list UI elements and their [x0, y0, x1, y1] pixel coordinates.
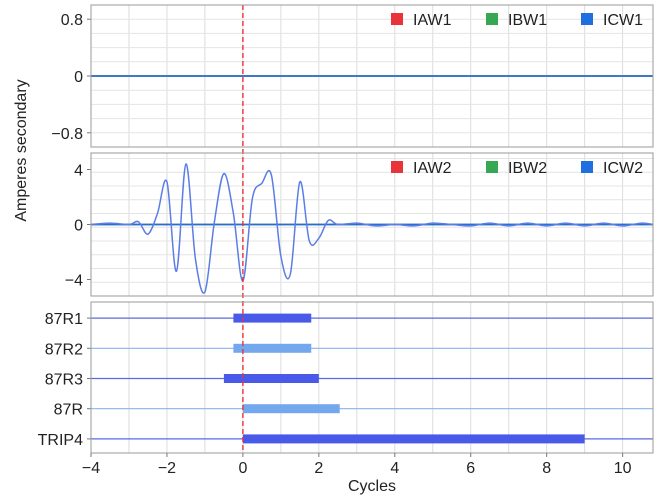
- channel-label-87R2: 87R2: [45, 341, 83, 358]
- x-tick-label: −4: [82, 460, 100, 477]
- legend-label-IAW2: IAW2: [413, 160, 452, 177]
- legend-label-IBW1: IBW1: [508, 12, 547, 29]
- legend-label-IAW1: IAW1: [413, 12, 452, 29]
- digital-frame: [90, 301, 654, 454]
- channel-bar-87R2: [233, 343, 312, 353]
- legend-label-IBW2: IBW2: [508, 160, 547, 177]
- legend-swatch-IBW1: [486, 13, 498, 25]
- x-tick-label: 2: [314, 460, 323, 477]
- x-tick-label: 8: [542, 460, 551, 477]
- legend-swatch-IAW1: [391, 13, 403, 25]
- legend-label-ICW2: ICW2: [603, 160, 643, 177]
- panel2-ytick-label: 4: [74, 163, 83, 180]
- legend-swatch-ICW1: [581, 13, 593, 25]
- panel1-ytick-label: −0.8: [51, 126, 83, 143]
- channel-label-TRIP4: TRIP4: [38, 432, 83, 449]
- channel-label-87R3: 87R3: [45, 372, 83, 389]
- frame-layer: [87, 4, 654, 457]
- panel2-ytick-label: 0: [74, 218, 83, 235]
- legend-label-ICW1: ICW1: [603, 12, 643, 29]
- x-axis-label: Cycles: [348, 478, 396, 495]
- panel2-ytick-label: −4: [65, 273, 83, 290]
- legend-swatch-IAW2: [391, 161, 403, 173]
- x-tick-label: 6: [466, 460, 475, 477]
- waveform-trace: [90, 163, 654, 294]
- channel-bar-TRIP4: [242, 434, 585, 444]
- panel1-ytick-label: 0: [74, 69, 83, 86]
- x-tick-label: 4: [390, 460, 399, 477]
- grid-layer: [90, 5, 653, 453]
- channel-label-87R: 87R: [54, 402, 83, 419]
- channel-bar-87R: [242, 404, 340, 414]
- channel-bar-87R3: [223, 374, 319, 383]
- legend-swatch-IBW2: [486, 161, 498, 173]
- channel-bar-87R1: [233, 313, 312, 323]
- panel2-frame: [90, 152, 654, 297]
- panel1-ytick-label: 0.8: [61, 12, 83, 29]
- trace-layer: [90, 5, 654, 453]
- x-tick-label: −2: [158, 460, 176, 477]
- y-axis-label: Amperes secondary: [13, 79, 30, 221]
- x-tick-label: 10: [614, 460, 632, 477]
- panel1-frame: [90, 4, 654, 148]
- x-tick-label: 0: [238, 460, 247, 477]
- legend-swatch-ICW2: [581, 161, 593, 173]
- channel-label-87R1: 87R1: [45, 311, 83, 328]
